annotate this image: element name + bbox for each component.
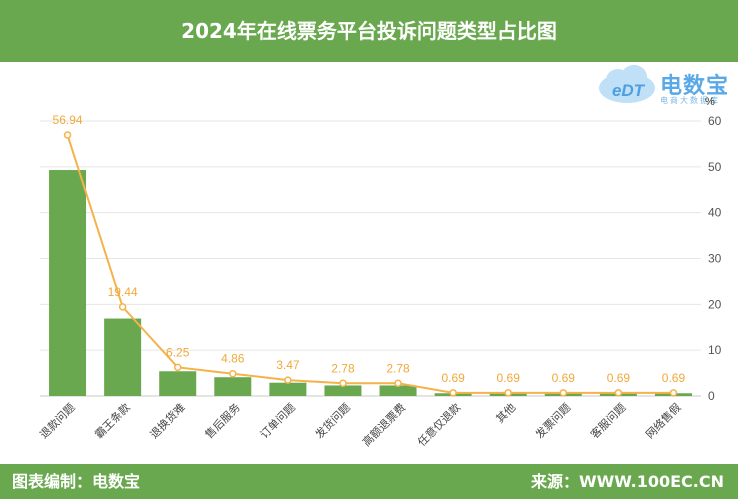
x-category-label: 订单问题	[258, 401, 298, 441]
x-category-label: 发货问题	[312, 400, 353, 441]
line-point	[394, 379, 402, 388]
logo-subtitle: 电商大数据库	[660, 96, 720, 105]
x-category-label: 售后服务	[202, 400, 243, 441]
x-category-label: 任意仅退款	[414, 400, 463, 449]
y-tick-label: 50	[708, 160, 722, 174]
percentage-line	[66, 134, 674, 394]
data-label: 0.69	[607, 371, 631, 385]
line-point	[339, 379, 347, 388]
footer-source: 来源：WWW.100EC.CN	[530, 472, 724, 491]
line-point	[504, 389, 512, 397]
bar	[324, 385, 362, 396]
data-label: 2.78	[331, 361, 355, 375]
x-category-label: 网络售假	[643, 400, 684, 441]
line-point	[284, 376, 292, 384]
logo-mark: eDT	[612, 81, 646, 100]
line-point	[669, 389, 678, 397]
x-category-label: 其他	[494, 401, 519, 426]
data-label: 0.69	[497, 371, 521, 385]
y-tick-label: 30	[708, 252, 722, 266]
bar	[104, 318, 142, 396]
data-label: 0.69	[441, 371, 465, 385]
data-label: 3.47	[276, 358, 300, 372]
x-category-label: 客服问题	[587, 400, 628, 441]
chart-title: 2024年在线票务平台投诉问题类型占比图	[181, 19, 557, 43]
bar	[379, 385, 417, 396]
x-category-label: 退款问题	[37, 400, 78, 441]
x-category-label: 发票问题	[532, 400, 573, 441]
data-label: 19.44	[108, 285, 138, 299]
y-tick-label: 10	[708, 343, 722, 357]
data-label: 4.86	[221, 352, 245, 366]
cloud-logo-icon: eDT	[599, 65, 655, 103]
y-tick-label: 20	[708, 297, 722, 311]
data-label: 0.69	[552, 371, 576, 385]
y-unit-label: %	[705, 96, 715, 108]
chart-area: 0 10 20 30 40 50 60% 56.94 19.44 6.25 4.86 3.47 2.78…	[37, 96, 722, 449]
footer-credit: 图表编制：电数宝	[12, 472, 141, 491]
y-tick-label: 0	[708, 389, 715, 403]
logo: eDT 电数宝 电商大数据库	[594, 62, 734, 108]
bar	[159, 371, 197, 396]
line-point	[63, 131, 72, 139]
y-tick-label: 40	[708, 206, 722, 220]
data-label: 6.25	[166, 345, 190, 359]
line-point	[614, 389, 623, 397]
footer-bar: 图表编制：电数宝 来源：WWW.100EC.CN	[0, 464, 738, 499]
logo-brand: 电数宝	[660, 74, 730, 99]
x-category-label: 高额退票费	[359, 400, 408, 449]
bar	[269, 382, 307, 396]
bar	[214, 377, 252, 396]
line-point	[449, 389, 457, 397]
data-label: 0.69	[662, 371, 686, 385]
x-category-label: 霸王条款	[92, 400, 133, 441]
data-label: 56.94	[53, 113, 83, 127]
data-label: 2.78	[386, 361, 410, 375]
x-category-label: 退换货难	[147, 400, 188, 441]
line-point	[118, 303, 127, 311]
bar	[49, 170, 87, 396]
title-bar: 2024年在线票务平台投诉问题类型占比图	[0, 0, 738, 62]
y-tick-label: 60	[708, 114, 722, 128]
line-point	[559, 389, 568, 397]
line-point	[173, 363, 182, 372]
line-point	[229, 369, 237, 378]
